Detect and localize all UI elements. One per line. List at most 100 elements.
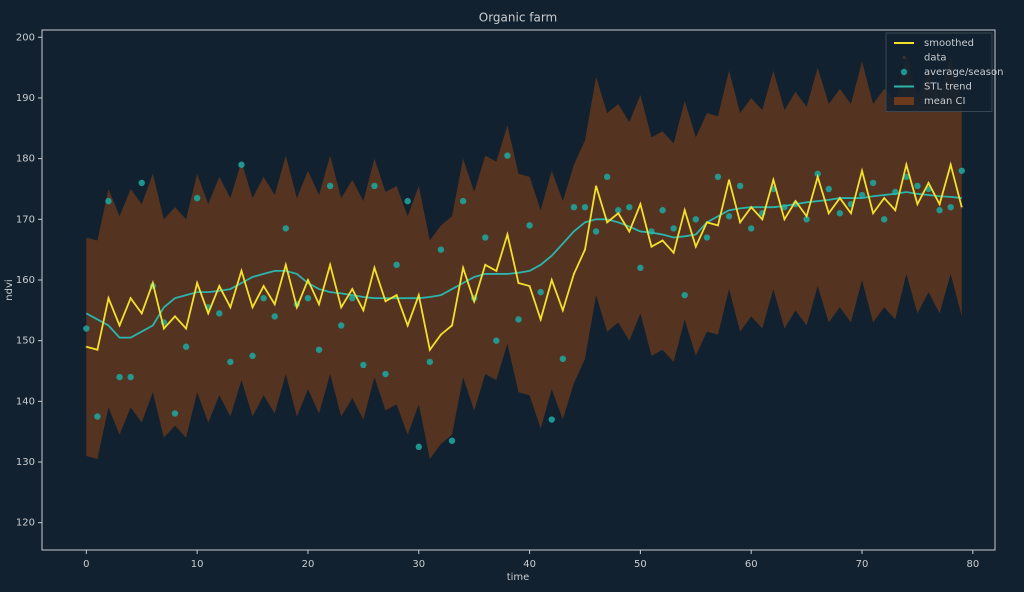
series-point [249,352,256,360]
chart-title: Organic farm [479,11,557,25]
series-point [626,203,633,211]
series-point [83,325,90,332]
series-point [260,294,267,302]
y-tick-label: 180 [16,154,35,165]
y-tick-label: 140 [16,396,35,407]
series-point [127,373,134,381]
x-tick-label: 0 [83,559,89,570]
series-point [526,222,533,229]
series-point [238,161,245,168]
series-point [537,288,544,296]
y-tick-label: 200 [16,32,35,43]
x-axis-label: time [507,572,530,583]
series-point [947,203,954,211]
x-tick-label: 40 [523,559,536,570]
series-point [393,261,400,269]
legend-label: STL trend [924,82,972,93]
x-tick-label: 30 [412,559,425,570]
series-line [85,191,962,339]
legend-label: data [924,53,947,64]
series-point [869,179,877,187]
series-point [337,322,345,329]
y-tick-label: 190 [16,93,35,104]
series-point [227,358,234,366]
series-point [603,173,611,181]
legend-swatch [894,97,914,105]
series-line [86,161,963,352]
legend-label: mean CI [924,96,965,107]
series-point [936,207,943,214]
series-point [182,343,190,350]
series-point [482,234,489,241]
y-tick-label: 120 [16,518,35,529]
series-point [426,358,434,366]
series-point [714,173,722,181]
series-point [448,437,456,444]
series-point [681,291,688,299]
y-axis-label: ndvi [4,279,15,300]
series-point [825,185,832,193]
series-point [493,337,500,344]
x-tick-label: 10 [191,559,204,570]
series-point [504,152,511,159]
series-point [116,373,123,381]
y-tick-label: 130 [16,457,35,468]
series-point [315,346,323,353]
series-point [437,246,445,253]
series-point [858,191,866,199]
x-tick-label: 60 [745,559,758,570]
series-point [736,182,744,190]
series-point [748,225,755,232]
series-point [271,313,278,320]
series-point [326,182,334,190]
series-point [670,225,677,232]
series-point [360,361,367,369]
series-point [958,167,965,174]
x-tick-label: 70 [856,559,869,570]
series-point [903,173,910,181]
series-point [880,216,888,223]
y-tick-label: 170 [16,214,35,225]
y-tick-label: 160 [16,275,35,286]
series-point [349,294,356,302]
y-tick-label: 150 [16,336,35,347]
series-point [570,203,578,211]
series-point [659,207,666,214]
series-point [94,413,101,420]
series-point [692,216,700,223]
series-point [559,355,567,363]
x-tick-label: 80 [966,559,979,570]
series-point [515,316,522,323]
series-point [459,197,467,205]
legend-label: average/season [924,67,1003,78]
series-point [592,228,600,235]
series-point [703,234,711,241]
series-point [382,370,389,378]
series-point [637,264,644,272]
series-point [371,182,378,190]
legend-swatch [902,56,906,59]
series-point [304,294,312,302]
series-point [105,197,112,205]
ci-band [86,55,962,459]
series-point [415,443,422,451]
x-tick-label: 20 [302,559,315,570]
legend-label: smoothed [924,38,974,49]
legend-swatch [900,68,908,76]
series-point [581,203,589,211]
series-point [193,194,201,202]
series-point [171,410,179,417]
series-point [138,179,145,187]
series-point [836,210,844,217]
series-point [216,310,223,317]
series-point [615,207,622,214]
series-point [803,216,810,223]
series-point [914,182,921,190]
series-point [282,225,289,232]
series-point [548,416,555,423]
plot-frame [41,29,996,551]
series-point [404,197,411,205]
x-tick-label: 50 [634,559,647,570]
